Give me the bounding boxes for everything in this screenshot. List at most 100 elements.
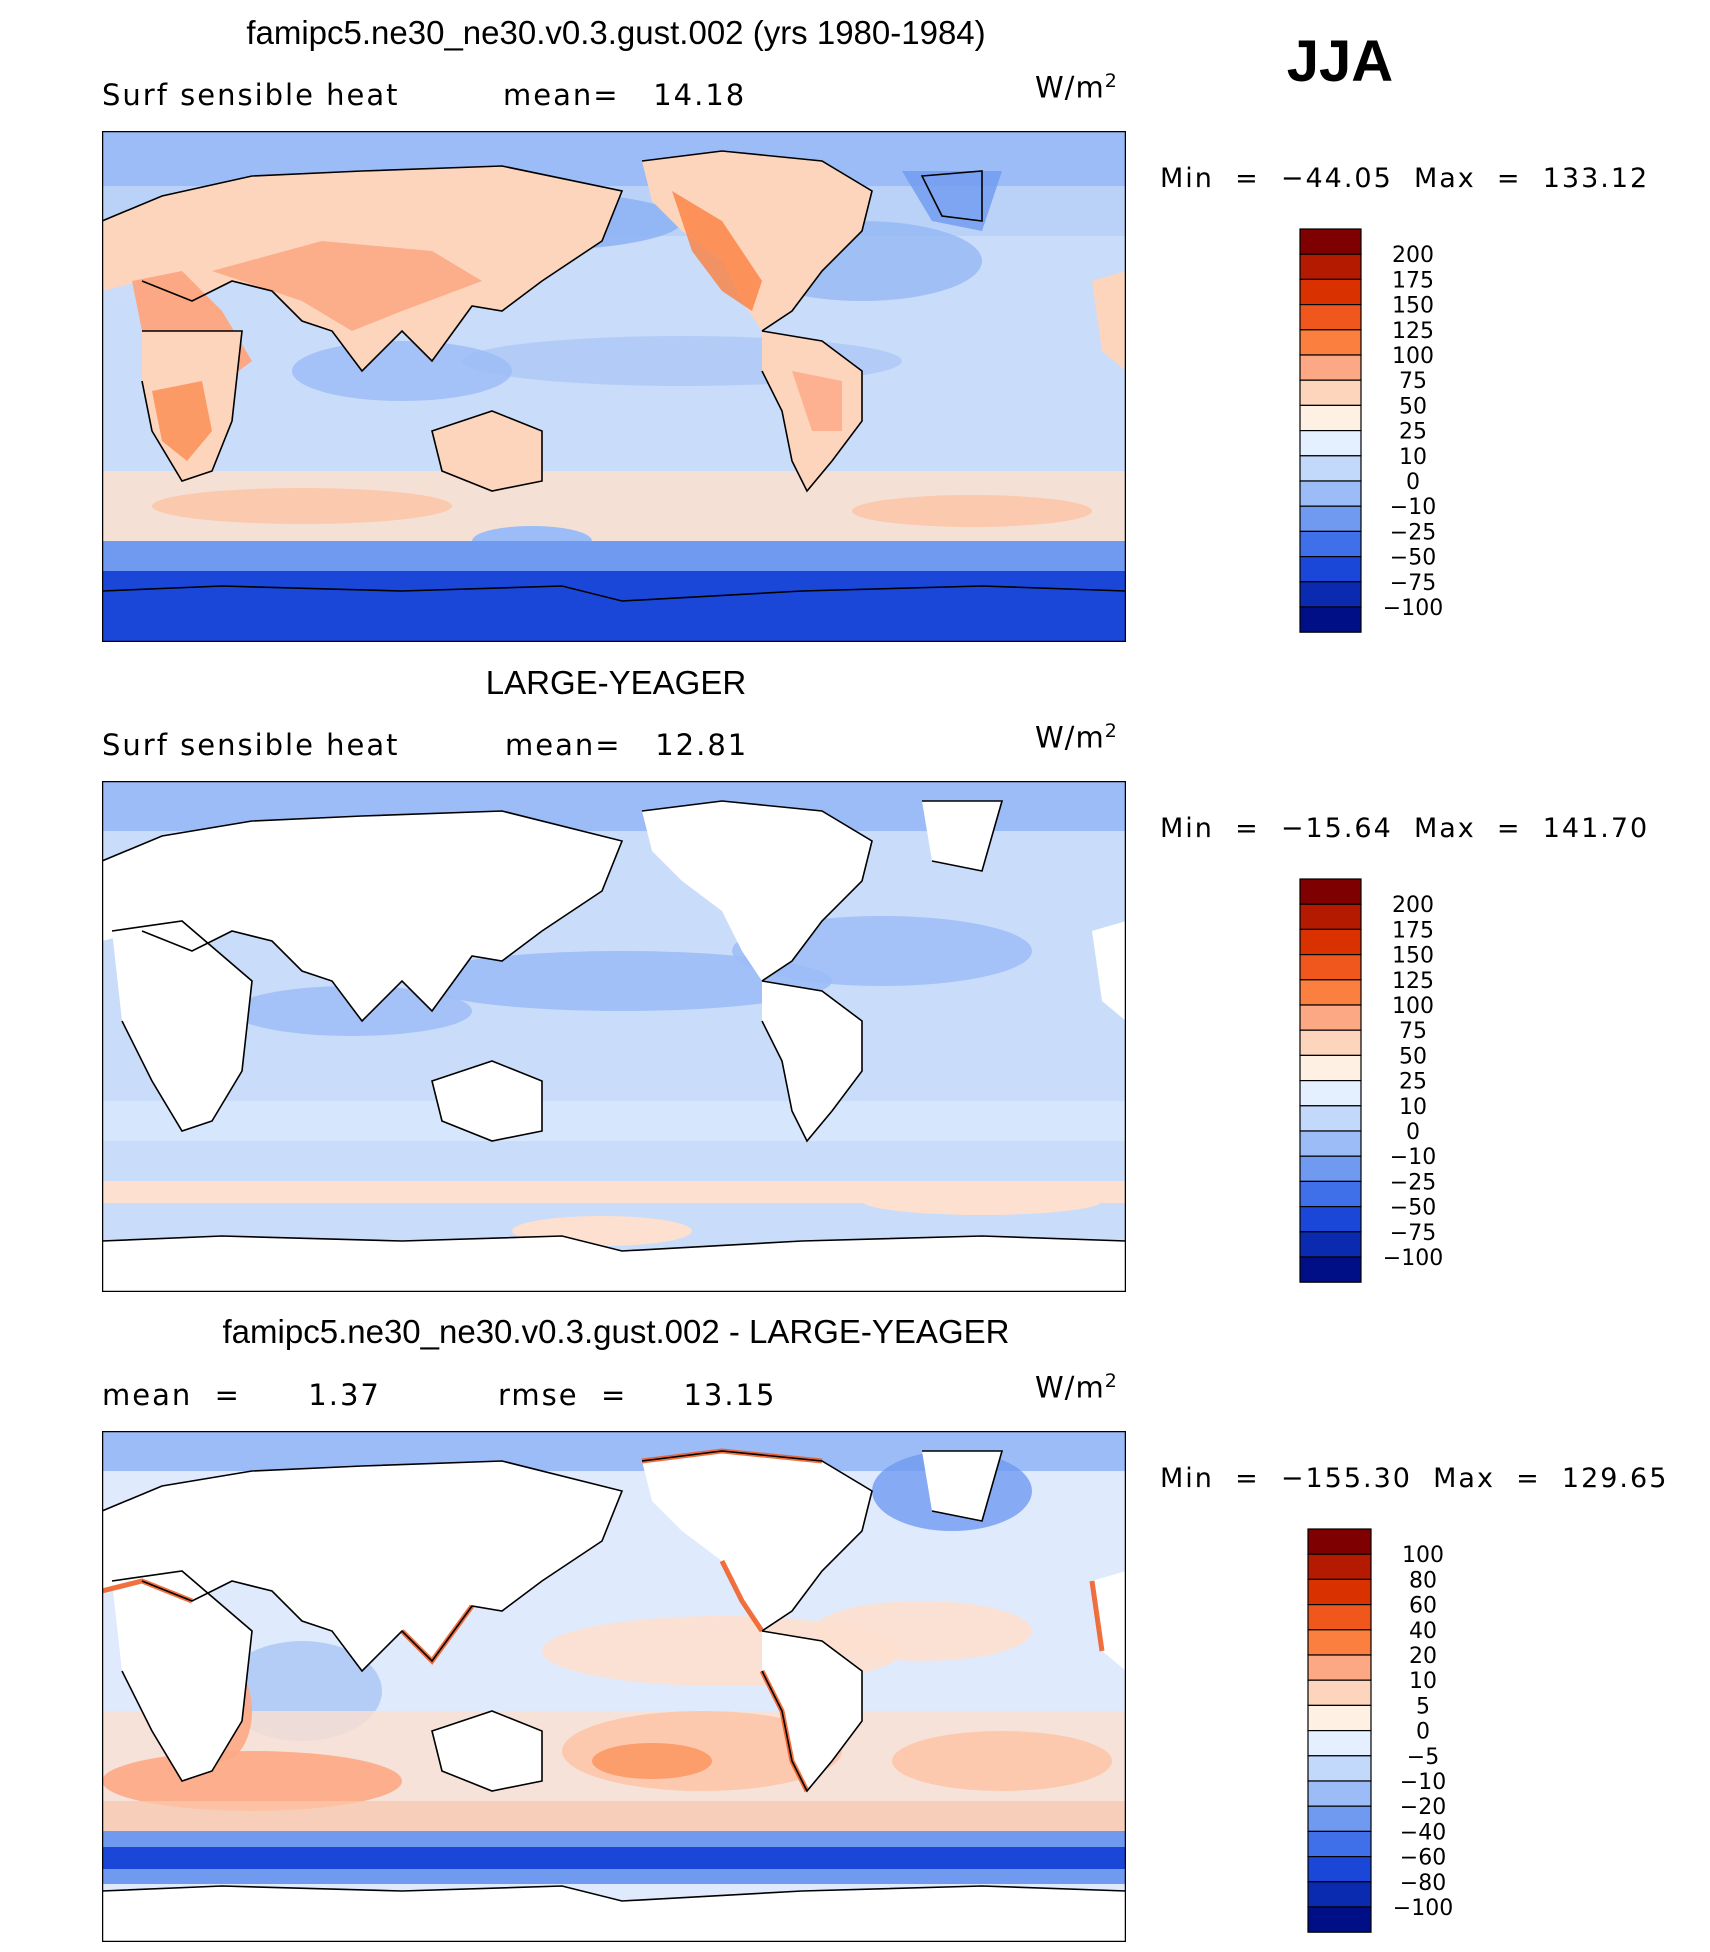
colorbar-tick-label: 10 bbox=[1399, 1095, 1427, 1120]
colorbar-box bbox=[1307, 1578, 1372, 1606]
panel-2-variable-label: Surf sensible heat bbox=[102, 728, 400, 762]
colorbar-tick-label: −60 bbox=[1400, 1846, 1446, 1871]
panel-1-units: W/m2 bbox=[1035, 70, 1118, 105]
colorbar-box bbox=[1299, 354, 1362, 381]
colorbar-box bbox=[1299, 1231, 1362, 1258]
panel-2-colorbar: 200 175 150 125 100 75 50 25 10 0 −10 −25 −50 −75 −100 bbox=[1299, 878, 1460, 1284]
colorbar-tick-label: 0 bbox=[1406, 1120, 1420, 1145]
panel-1-mean-label: mean= 14.18 bbox=[503, 78, 747, 112]
colorbar-tick-label: 40 bbox=[1409, 1619, 1437, 1644]
colorbar-tick-label: −10 bbox=[1390, 495, 1436, 520]
colorbar-tick-label: 60 bbox=[1409, 1594, 1437, 1619]
colorbar-tick-label: 10 bbox=[1409, 1669, 1437, 1694]
colorbar-tick-label: 50 bbox=[1399, 394, 1427, 419]
colorbar-box bbox=[1299, 430, 1362, 457]
colorbar-tick-label: 200 bbox=[1392, 243, 1434, 268]
colorbar-tick-label: −100 bbox=[1383, 596, 1443, 621]
panel-3-title: famipc5.ne30_ne30.v0.3.gust.002 - LARGE-… bbox=[222, 1313, 1010, 1350]
colorbar-tick-label: 0 bbox=[1406, 470, 1420, 495]
colorbar-tick-label: 0 bbox=[1416, 1720, 1430, 1745]
colorbar-box bbox=[1307, 1553, 1372, 1581]
colorbar-box bbox=[1299, 928, 1362, 956]
colorbar-tick-label: −50 bbox=[1390, 546, 1436, 571]
colorbar-box bbox=[1299, 903, 1362, 931]
colorbar-box bbox=[1307, 1629, 1372, 1656]
colorbar-box bbox=[1299, 278, 1362, 306]
panel-2-minmax: Min = −15.64 Max = 141.70 bbox=[1160, 813, 1650, 844]
colorbar-tick-label: −80 bbox=[1400, 1871, 1446, 1896]
colorbar-tick-label: −100 bbox=[1393, 1896, 1453, 1921]
colorbar-box bbox=[1307, 1830, 1372, 1858]
colorbar-tick-label: 100 bbox=[1402, 1543, 1444, 1568]
colorbar-tick-label: −20 bbox=[1400, 1795, 1446, 1820]
colorbar-tick-label: 175 bbox=[1392, 918, 1434, 943]
colorbar-tick-label: −25 bbox=[1390, 520, 1436, 545]
colorbar-box bbox=[1307, 1704, 1372, 1732]
panel-3-colorbar: 100 80 60 40 20 10 5 0 −5 −10 −20 −40 −60 −80 −100 bbox=[1307, 1528, 1468, 1934]
panel-3-mean-label: mean = 1.37 bbox=[102, 1378, 381, 1412]
colorbar-box bbox=[1307, 1654, 1372, 1681]
colorbar-box bbox=[1299, 379, 1362, 406]
colorbar-tick-label: 25 bbox=[1399, 1070, 1427, 1095]
colorbar-tick-label: 175 bbox=[1392, 268, 1434, 293]
colorbar-tick-label: 150 bbox=[1392, 294, 1434, 319]
panel-2-mean-label: mean= 12.81 bbox=[505, 728, 749, 762]
colorbar-box bbox=[1299, 480, 1362, 507]
colorbar-tick-label: −75 bbox=[1390, 571, 1436, 596]
colorbar-box bbox=[1307, 1603, 1372, 1631]
colorbar-box bbox=[1307, 1906, 1372, 1933]
colorbar-box bbox=[1299, 878, 1362, 905]
panel-3-minmax: Min = −155.30 Max = 129.65 bbox=[1160, 1463, 1669, 1494]
colorbar-tick-label: −50 bbox=[1390, 1196, 1436, 1221]
colorbar-box bbox=[1307, 1755, 1372, 1782]
colorbar-tick-label: −25 bbox=[1390, 1170, 1436, 1195]
panel-2-title: LARGE-YEAGER bbox=[485, 664, 747, 701]
colorbar-box bbox=[1307, 1679, 1372, 1706]
colorbar-box bbox=[1307, 1856, 1372, 1883]
panel-2-units: W/m2 bbox=[1035, 720, 1118, 755]
colorbar-box bbox=[1299, 455, 1362, 482]
colorbar-tick-label: 25 bbox=[1399, 420, 1427, 445]
colorbar-box bbox=[1299, 1206, 1362, 1233]
colorbar-box bbox=[1299, 581, 1362, 608]
colorbar-tick-label: 200 bbox=[1392, 893, 1434, 918]
colorbar-tick-label: −100 bbox=[1383, 1246, 1443, 1271]
colorbar-tick-label: 75 bbox=[1399, 1019, 1427, 1044]
colorbar-tick-label: 50 bbox=[1399, 1044, 1427, 1069]
colorbar-tick-label: 10 bbox=[1399, 445, 1427, 470]
colorbar-box bbox=[1299, 1004, 1362, 1031]
colorbar-box bbox=[1307, 1780, 1372, 1807]
colorbar-box bbox=[1299, 530, 1362, 558]
panel-3-units: W/m2 bbox=[1035, 1370, 1118, 1405]
colorbar-tick-label: 80 bbox=[1409, 1568, 1437, 1593]
colorbar-tick-label: −10 bbox=[1400, 1770, 1446, 1795]
colorbar-box bbox=[1299, 1180, 1362, 1208]
colorbar-box bbox=[1299, 1155, 1362, 1183]
panel-1-map bbox=[102, 131, 1126, 642]
colorbar-tick-label: 150 bbox=[1392, 944, 1434, 969]
colorbar-tick-label: 100 bbox=[1392, 344, 1434, 369]
colorbar-tick-label: −10 bbox=[1390, 1145, 1436, 1170]
colorbar-box bbox=[1299, 404, 1362, 432]
panel-1-variable-label: Surf sensible heat bbox=[102, 78, 400, 112]
colorbar-box bbox=[1299, 253, 1362, 281]
colorbar-box bbox=[1307, 1881, 1372, 1908]
panel-3-rmse-label: rmse = 13.15 bbox=[498, 1378, 777, 1412]
colorbar-box bbox=[1307, 1805, 1372, 1833]
colorbar-box bbox=[1299, 329, 1362, 356]
colorbar-box bbox=[1299, 1080, 1362, 1107]
colorbar-tick-label: 125 bbox=[1392, 319, 1434, 344]
panel-1-title: famipc5.ne30_ne30.v0.3.gust.002 (yrs 198… bbox=[246, 14, 986, 51]
colorbar-box bbox=[1299, 1029, 1362, 1056]
colorbar-tick-label: −40 bbox=[1400, 1820, 1446, 1845]
colorbar-box bbox=[1299, 606, 1362, 633]
colorbar-tick-label: 75 bbox=[1399, 369, 1427, 394]
colorbar-tick-label: −5 bbox=[1407, 1745, 1439, 1770]
colorbar-box bbox=[1299, 228, 1362, 255]
colorbar-box bbox=[1307, 1528, 1372, 1555]
colorbar-box bbox=[1299, 505, 1362, 533]
season-label: JJA bbox=[1286, 29, 1394, 94]
colorbar-box bbox=[1299, 556, 1362, 583]
colorbar-box bbox=[1299, 303, 1362, 331]
colorbar-box bbox=[1299, 1105, 1362, 1132]
